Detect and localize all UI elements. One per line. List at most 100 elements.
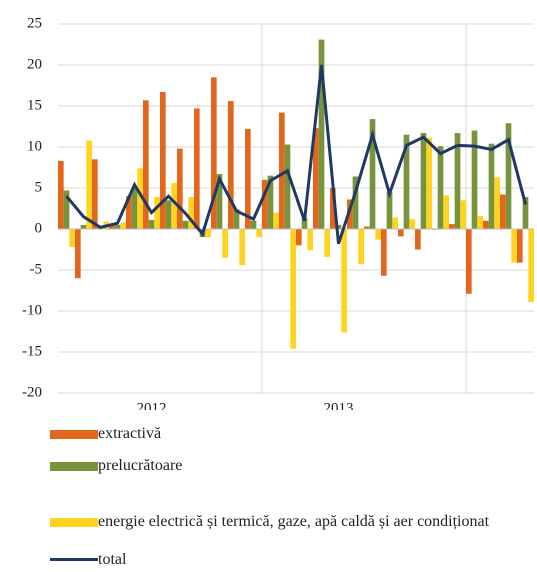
bar [517,229,523,263]
bar [494,177,500,229]
bar [92,159,98,229]
bar [330,188,336,229]
bar [143,100,149,229]
bar [398,229,404,237]
bar [454,133,461,229]
bar [58,160,64,229]
legend-item: extractivă [50,424,535,444]
x-tick-label: 2012 [137,400,167,410]
bar [443,195,449,229]
bar [415,229,421,250]
legend-label: prelucrătoare [98,457,183,474]
bar [63,190,70,229]
bar [500,194,506,229]
legend-item: energie electrică și termică, gaze, apă … [50,512,535,532]
bar [375,229,381,240]
legend-swatch [50,462,98,471]
bar [386,192,393,229]
bar [114,224,121,229]
bar [273,212,279,229]
y-tick-label: 10 [27,138,42,154]
bar [216,174,223,229]
bar [369,119,376,229]
bar [358,229,364,265]
bar [239,229,245,266]
bar [296,229,302,246]
bar [154,197,160,229]
bar [148,219,155,229]
y-tick-label: -20 [22,384,42,400]
bar [301,217,308,229]
bar [392,217,398,229]
bar [307,229,313,251]
bar [352,176,359,229]
bar [449,224,455,229]
y-tick-label: -5 [30,261,43,277]
bar [505,123,512,229]
bar [324,229,330,257]
bar [177,148,183,229]
legend-label: energie electrică și termică, gaze, apă … [98,513,490,530]
y-tick-label: 25 [27,15,42,31]
bar [211,77,217,229]
bar [471,130,478,229]
bar [245,128,251,229]
bar [160,92,166,229]
bar [488,143,495,229]
bar [279,112,285,229]
bar [409,219,415,229]
bar [335,224,342,229]
bar [420,133,427,229]
bar [477,215,483,229]
bar [205,229,211,238]
bar [267,175,274,229]
bar [437,146,444,229]
bar [256,229,262,238]
bar [528,229,534,302]
bar [182,220,189,229]
bar [466,229,472,294]
bar [228,101,234,229]
bar [171,183,177,229]
bar [460,200,466,229]
bar [483,220,489,229]
bar [381,229,387,276]
bar [109,224,115,229]
y-tick-label: 0 [35,220,43,236]
bar [69,229,75,248]
bar [313,128,319,229]
bar [284,144,291,229]
legend-label: total [98,551,127,568]
bar [188,197,194,229]
bar [120,222,126,229]
bar [250,220,257,229]
y-tick-label: 5 [35,179,43,195]
y-tick-label: 15 [27,97,42,113]
legend-item: total [50,550,535,570]
y-tick-label: 20 [27,56,42,72]
line [65,64,527,245]
bar [126,196,132,229]
bar [511,229,517,263]
chart: -20 -15 -10 -5 0 5 10 15 20 25 2012 2013 [22,15,534,410]
bar [290,229,296,349]
bar [86,140,92,229]
legend-item: prelucrătoare [50,456,535,476]
bar [364,226,370,229]
legend-swatch [50,430,98,439]
legend-swatch [50,558,98,561]
bar [80,224,87,229]
bar [165,200,172,229]
bar [262,179,268,229]
bar [222,229,228,258]
bar [426,137,432,229]
bar [341,229,347,333]
legend-swatch [50,518,98,527]
bar [318,39,325,229]
bar [75,229,81,279]
bar [522,197,529,229]
y-tick-label: -10 [22,302,42,318]
legend-label: extractivă [98,425,162,442]
bar [131,188,138,229]
